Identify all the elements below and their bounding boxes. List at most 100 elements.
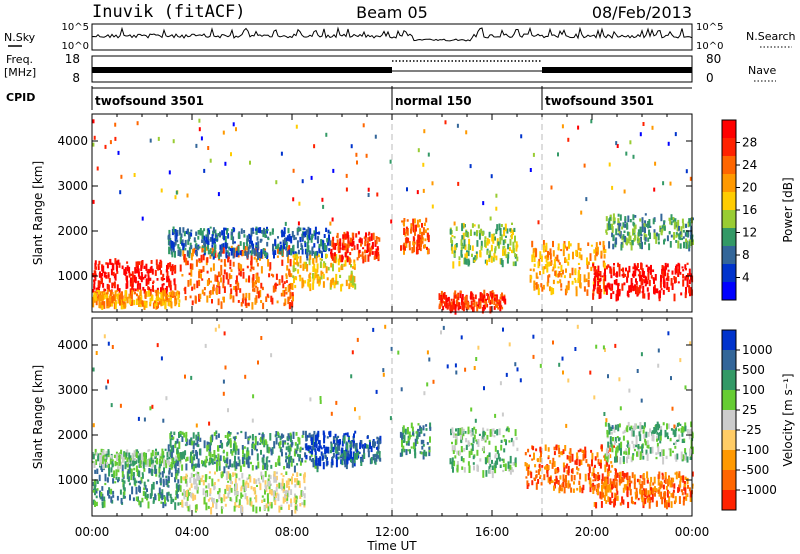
echo-cell	[358, 249, 361, 254]
echo-cell	[202, 460, 205, 465]
echo-cell	[576, 466, 578, 470]
echo-cell	[315, 255, 318, 263]
echo-cell	[109, 457, 112, 465]
freq-tick-bottom: 8	[72, 71, 80, 85]
echo-cell	[135, 465, 138, 472]
echo-cell	[103, 500, 106, 508]
echo-cell	[376, 446, 378, 450]
echo-cell	[115, 262, 118, 270]
echo-cell	[606, 484, 609, 490]
echo-cell	[664, 492, 667, 496]
echo-cell	[280, 504, 283, 507]
echo-cell	[362, 123, 365, 128]
echo-cell	[206, 257, 209, 263]
echo-cell	[535, 448, 538, 452]
echo-cell	[194, 442, 197, 446]
echo-cell	[362, 247, 365, 250]
echo-cell	[345, 245, 348, 250]
echo-cell	[122, 456, 125, 462]
echo-cell	[186, 457, 189, 460]
echo-cell	[426, 228, 429, 231]
echo-cell	[288, 245, 291, 252]
echo-cell	[234, 490, 237, 496]
echo-cell	[101, 493, 104, 502]
echo-cell	[490, 244, 493, 252]
echo-cell	[587, 463, 590, 467]
echo-cell	[503, 448, 506, 453]
echo-cell	[158, 474, 161, 478]
echo-cell	[124, 297, 127, 302]
echo-cell	[332, 282, 335, 286]
echo-cell	[234, 455, 236, 464]
echo-cell	[689, 490, 692, 498]
echo-cell	[651, 433, 654, 442]
echo-cell	[190, 438, 193, 446]
echo-cell	[362, 256, 365, 264]
echo-cell	[416, 248, 419, 255]
echo-cell	[672, 450, 674, 453]
echo-cell	[629, 241, 632, 246]
echo-cell	[339, 247, 342, 250]
echo-cell	[472, 462, 475, 465]
echo-cell	[121, 471, 124, 478]
echo-cell	[595, 344, 598, 349]
echo-cell	[126, 461, 129, 464]
echo-cell	[332, 168, 335, 173]
echo-cell	[143, 468, 146, 472]
echo-cell	[302, 430, 305, 435]
echo-cell	[639, 229, 642, 236]
echo-cell	[141, 497, 144, 503]
echo-cell	[602, 240, 605, 248]
echo-cell	[280, 472, 283, 476]
echo-cell	[616, 495, 619, 501]
echo-cell	[100, 491, 103, 497]
echo-cell	[136, 469, 139, 477]
echo-cell	[507, 427, 510, 433]
echo-cell	[458, 260, 461, 267]
echo-cell	[364, 241, 367, 247]
echo-cell	[284, 238, 286, 244]
echo-cell	[168, 450, 171, 456]
echo-cell	[164, 496, 166, 504]
echo-cell	[531, 240, 534, 248]
echo-cell	[640, 234, 643, 237]
echo-cell	[360, 458, 363, 466]
echo-cell	[144, 275, 147, 278]
echo-cell	[274, 288, 277, 292]
echo-cell	[126, 471, 129, 480]
echo-cell	[616, 436, 619, 439]
echo-cell	[216, 239, 219, 242]
echo-cell	[605, 476, 608, 480]
echo-cell	[420, 439, 423, 445]
echo-cell	[269, 262, 272, 270]
echo-cell	[99, 302, 102, 309]
echo-cell	[461, 294, 464, 301]
echo-cell	[342, 234, 345, 239]
echo-cell	[334, 433, 337, 438]
echo-cell	[565, 475, 567, 483]
echo-cell	[666, 432, 669, 437]
echo-cell	[169, 262, 172, 268]
echo-cell	[535, 248, 538, 257]
echo-cell	[139, 453, 142, 460]
echo-cell	[629, 219, 632, 223]
echo-cell	[190, 269, 193, 277]
echo-cell	[190, 229, 193, 232]
echo-cell	[438, 303, 441, 309]
echo-cell	[185, 257, 188, 266]
echo-cell	[335, 273, 338, 282]
echo-cell	[692, 217, 694, 221]
echo-cell	[675, 471, 678, 480]
echo-cell	[412, 241, 415, 246]
echo-cell	[268, 480, 270, 487]
echo-cell	[290, 498, 292, 504]
echo-cell	[690, 238, 692, 246]
echo-cell	[633, 482, 636, 490]
echo-cell	[240, 505, 242, 514]
echo-cell	[304, 248, 307, 255]
echo-cell	[206, 445, 209, 452]
echo-cell	[610, 426, 613, 431]
echo-cell	[234, 247, 237, 253]
echo-cell	[97, 290, 100, 295]
echo-cell	[226, 451, 229, 457]
